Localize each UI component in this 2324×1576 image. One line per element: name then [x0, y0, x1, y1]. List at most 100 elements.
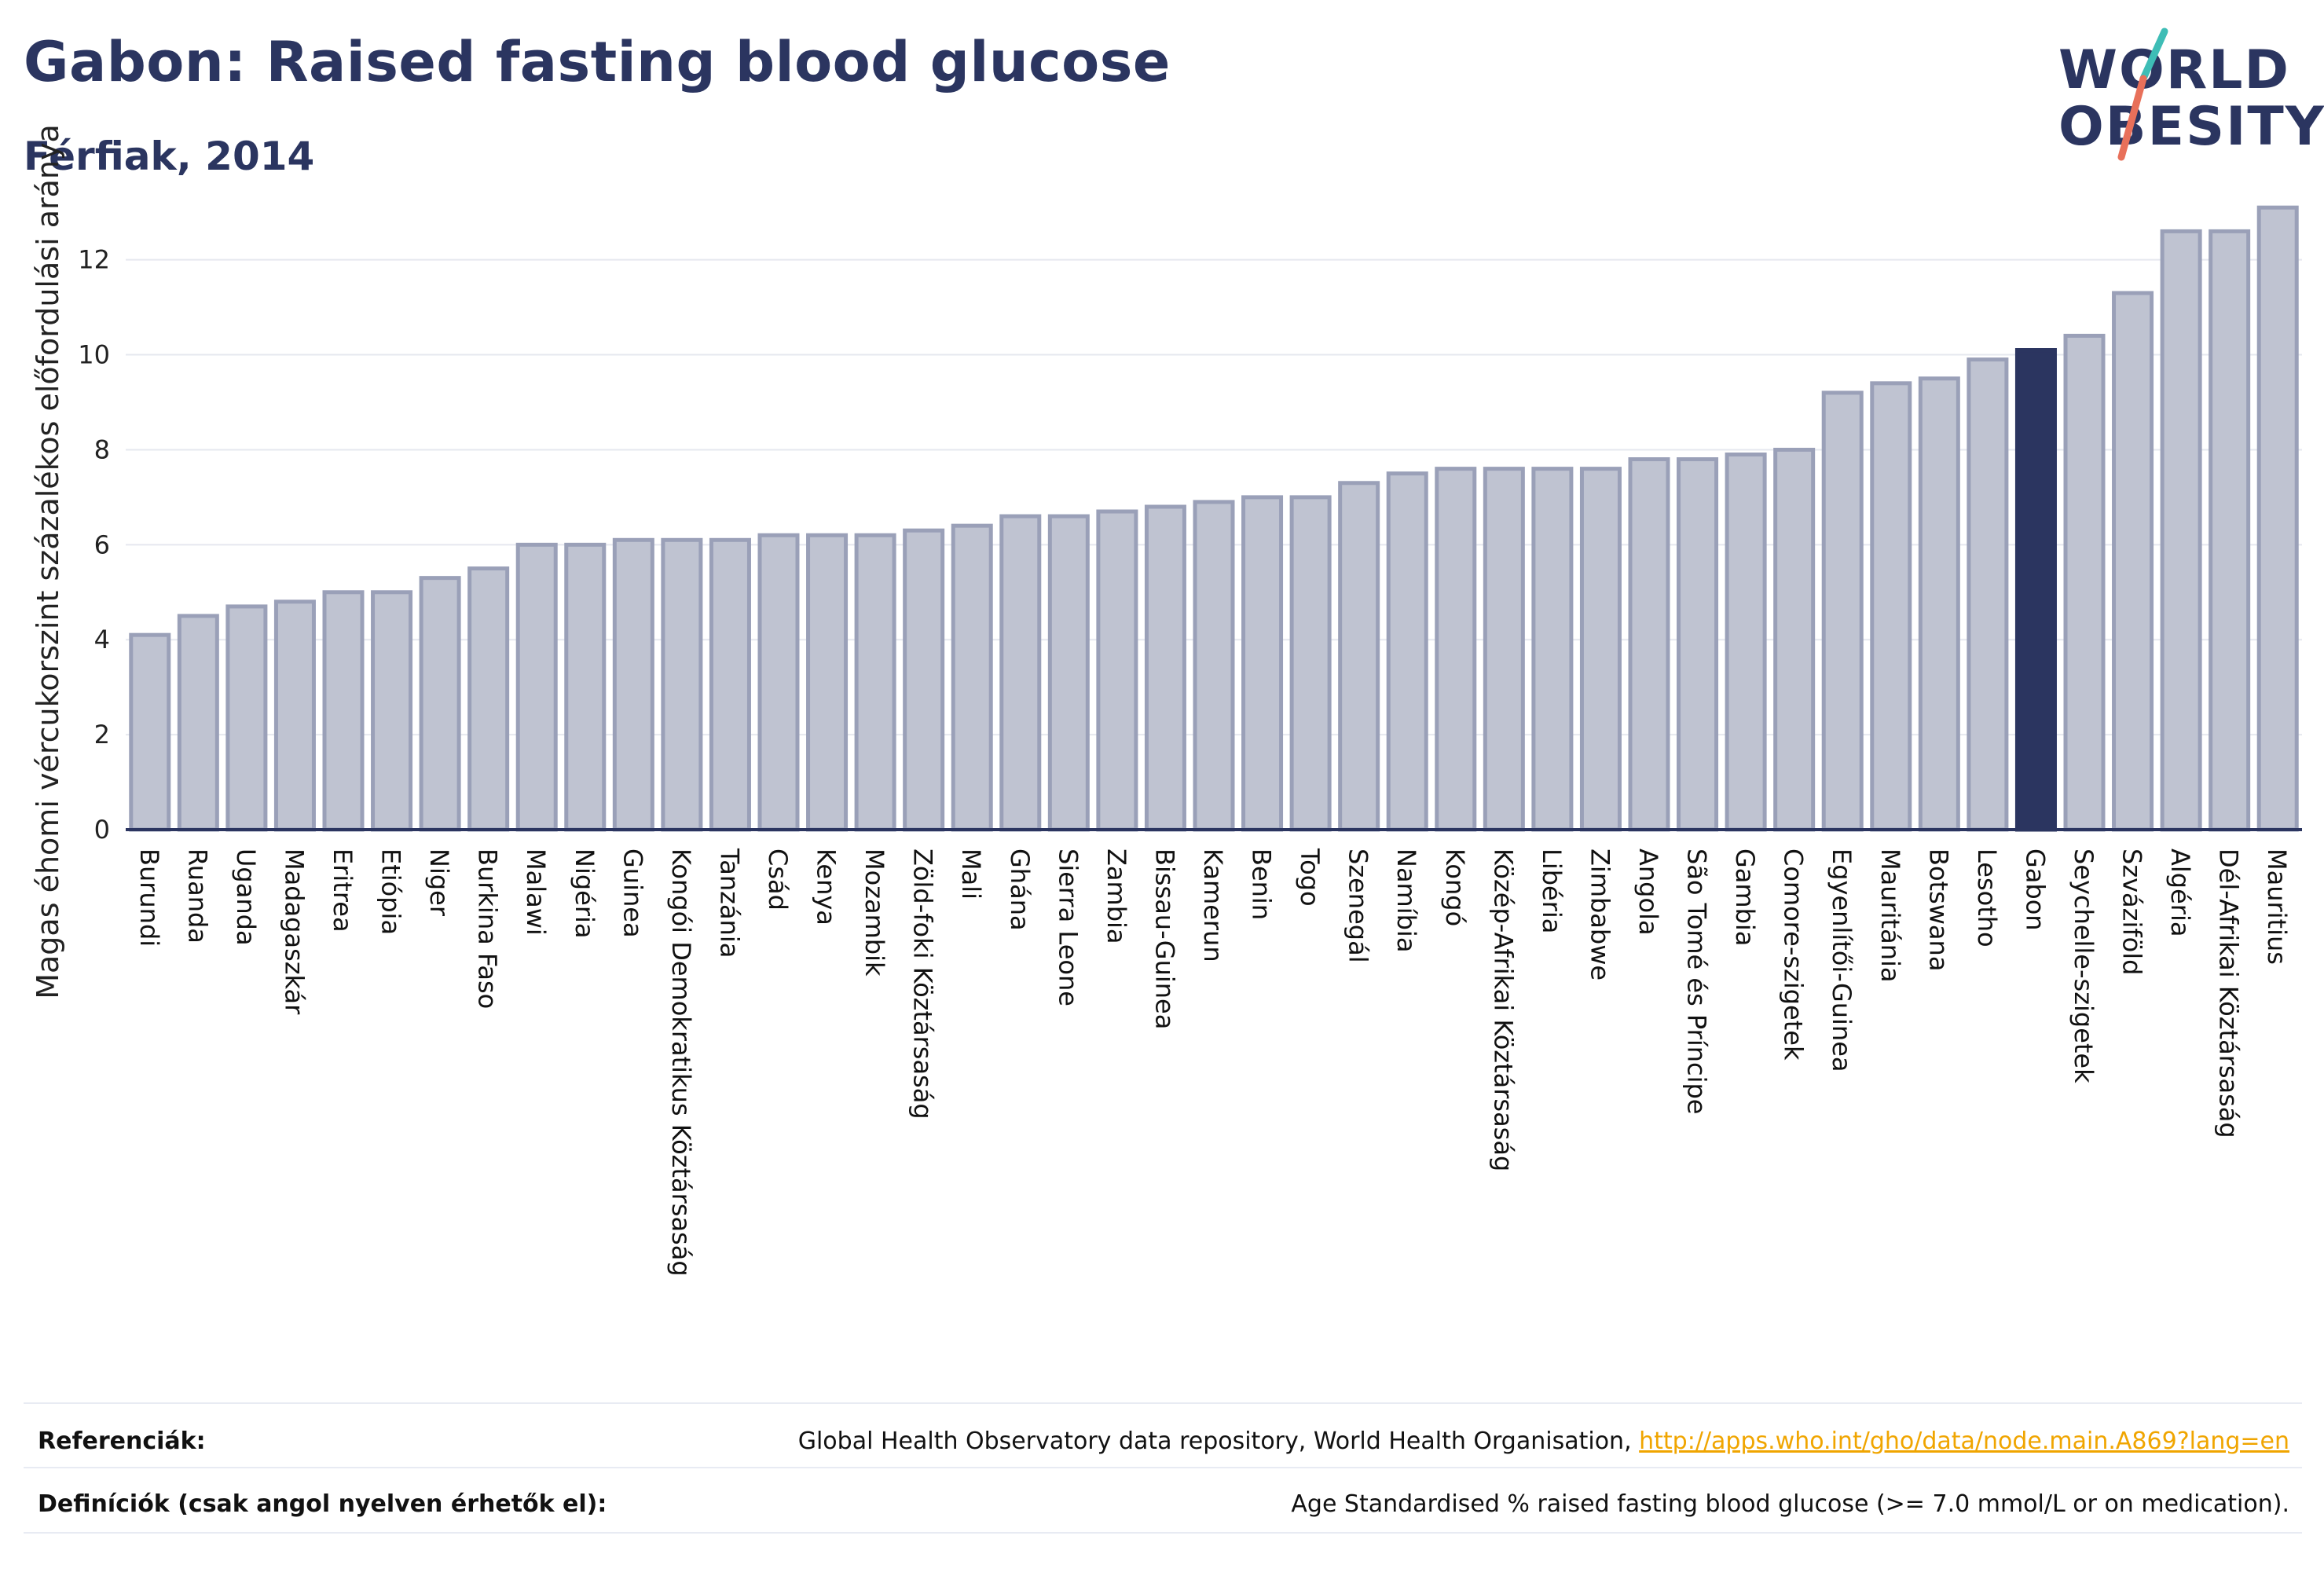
x-tick-label: Gabon: [2020, 848, 2050, 931]
x-tick-label: Lesotho: [1972, 848, 2002, 947]
y-tick-label: 10: [78, 340, 110, 370]
y-axis-label: Magas éhomi vércukorszint százalékos elő…: [31, 124, 65, 999]
x-tick-label: Zambia: [1102, 848, 1131, 944]
chart-subtitle: Férfiak, 2014: [24, 134, 315, 179]
bar-11: [661, 537, 703, 832]
bar-37: [1918, 376, 1960, 832]
x-tick-label: Algéria: [2165, 848, 2195, 936]
x-tick-label: Madagaszkár: [279, 848, 309, 1015]
bar-19: [1047, 514, 1090, 832]
x-tick-label: Togo: [1295, 848, 1325, 907]
bar-31: [1628, 457, 1670, 832]
y-tick-label: 12: [78, 245, 110, 275]
bar-41: [2112, 291, 2154, 832]
x-tick-label: Zöld-foki Köztársaság: [908, 848, 938, 1120]
bar-40: [2063, 333, 2106, 832]
x-tick-label: Seychelle-szigetek: [2069, 848, 2099, 1083]
bar-10: [612, 537, 654, 832]
x-tick-label: Dél-Afrikai Köztársaság: [2214, 848, 2244, 1138]
x-tick-label: Közép-Afrikai Köztársaság: [1488, 848, 1518, 1171]
x-tick-label: Kongó: [1440, 848, 1470, 926]
bar-39: [2014, 348, 2057, 832]
x-tick-label: Mauritánia: [1875, 848, 1905, 982]
x-tick-label: Benin: [1247, 848, 1277, 920]
bar-24: [1289, 495, 1332, 832]
x-tick-label: Mozambik: [860, 848, 889, 977]
x-tick-label: Csád: [763, 848, 793, 911]
x-tick-label: Botswana: [1923, 848, 1953, 971]
bar-16: [903, 528, 945, 832]
definitions-label: Definíciók (csak angol nyelven érhetők e…: [38, 1490, 607, 1518]
y-tick-label: 4: [94, 625, 110, 654]
bar-28: [1483, 467, 1525, 832]
references-text: Global Health Observatory data repositor…: [797, 1428, 1640, 1455]
x-tick-label: Malawi: [521, 848, 551, 936]
bar-4: [322, 590, 365, 832]
references-value: Global Health Observatory data repositor…: [798, 1428, 2289, 1455]
bar-35: [1821, 390, 1864, 832]
x-tick-label: Egyenlítői-Guinea: [1827, 848, 1857, 1072]
x-tick-label: Kenya: [812, 848, 841, 925]
x-tick-label: Kamerun: [1198, 848, 1228, 962]
bar-12: [709, 537, 751, 832]
bar-18: [999, 514, 1042, 832]
bar-43: [2209, 229, 2251, 832]
bar-20: [1096, 509, 1138, 832]
bar-7: [467, 566, 510, 832]
bar-32: [1677, 457, 1719, 832]
bar-8: [515, 542, 558, 832]
x-tick-label: São Tomé és Príncipe: [1682, 848, 1712, 1114]
bar-9: [564, 542, 607, 832]
bar-30: [1579, 467, 1622, 832]
logo-line1: WORLD: [2058, 39, 2290, 101]
x-tick-label: Nigéria: [570, 848, 599, 938]
logo-line2: OBESITY: [2058, 96, 2324, 158]
x-tick-label: Guinea: [618, 848, 647, 938]
x-tick-label: Kongói Demokratikus Köztársaság: [666, 848, 696, 1277]
y-tick-label: 2: [94, 720, 110, 750]
x-tick-label: Burundi: [134, 848, 164, 947]
bar-1: [177, 614, 219, 832]
bar-21: [1144, 504, 1186, 832]
bar-38: [1967, 357, 2009, 832]
bar-26: [1386, 471, 1428, 832]
bar-14: [806, 533, 849, 832]
bar-29: [1531, 467, 1574, 832]
bar-25: [1338, 481, 1380, 832]
x-tick-label: Libéria: [1537, 848, 1567, 933]
x-tick-label: Zimbabwe: [1585, 848, 1615, 980]
x-tick-label: Mauritius: [2262, 848, 2292, 965]
x-tick-label: Uganda: [231, 848, 261, 946]
x-tick-label: Comore-szigetek: [1779, 848, 1809, 1061]
x-tick-label: Mali: [956, 848, 986, 900]
x-tick-label: Burkina Faso: [473, 848, 503, 1009]
x-tick-label: Bissau-Guinea: [1149, 848, 1179, 1029]
x-tick-label: Sierra Leone: [1053, 848, 1083, 1006]
x-tick-label: Ruanda: [182, 848, 212, 944]
bar-34: [1773, 447, 1816, 832]
bar-36: [1870, 381, 1912, 832]
x-tick-label: Angola: [1633, 848, 1663, 936]
x-tick-label: Eritrea: [328, 848, 357, 933]
x-tick-label: Namíbia: [1391, 848, 1421, 952]
bar-3: [273, 599, 316, 832]
y-tick-label: 6: [94, 530, 110, 559]
chart-title: Gabon: Raised fasting blood glucose: [24, 30, 1171, 94]
y-tick-label: 8: [94, 434, 110, 464]
bar-33: [1725, 452, 1767, 832]
y-tick-label: 0: [94, 815, 110, 845]
bar-6: [419, 576, 461, 832]
bar-5: [371, 590, 413, 832]
divider: [24, 1532, 2302, 1534]
bar-13: [757, 533, 800, 832]
references-label: Referenciák:: [38, 1428, 206, 1455]
bar-23: [1241, 495, 1284, 832]
logo-slash-icon: [2117, 27, 2168, 161]
bar-22: [1193, 500, 1235, 832]
x-tick-label: Niger: [424, 848, 454, 917]
x-tick-label: Szváziföld: [2117, 848, 2147, 975]
references-link[interactable]: http://apps.who.int/gho/data/node.main.A…: [1639, 1428, 2289, 1455]
x-tick-label: Ghána: [1005, 848, 1035, 931]
x-tick-label: Gambia: [1730, 848, 1760, 946]
